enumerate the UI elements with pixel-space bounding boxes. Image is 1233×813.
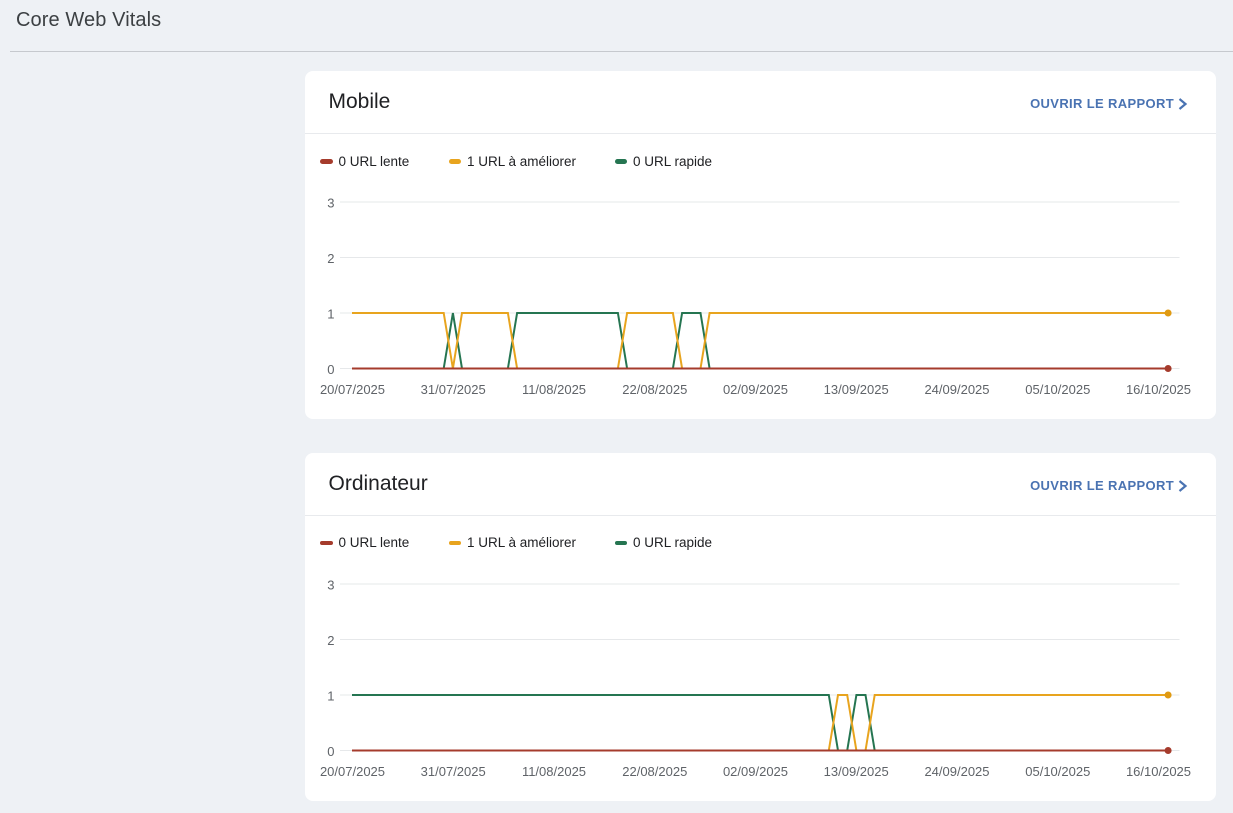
- svg-text:05/10/2025: 05/10/2025: [1025, 763, 1090, 778]
- svg-text:1: 1: [327, 307, 334, 322]
- svg-text:11/08/2025: 11/08/2025: [521, 763, 585, 778]
- svg-text:3: 3: [327, 577, 334, 592]
- svg-text:31/07/2025: 31/07/2025: [420, 763, 485, 778]
- svg-text:2: 2: [327, 251, 334, 266]
- svg-text:31/07/2025: 31/07/2025: [420, 382, 485, 397]
- svg-text:16/10/2025: 16/10/2025: [1125, 382, 1190, 397]
- svg-text:2: 2: [327, 633, 334, 648]
- svg-text:13/09/2025: 13/09/2025: [823, 382, 888, 397]
- svg-text:22/08/2025: 22/08/2025: [622, 382, 687, 397]
- svg-text:3: 3: [327, 196, 334, 211]
- svg-text:05/10/2025: 05/10/2025: [1025, 382, 1090, 397]
- svg-text:22/08/2025: 22/08/2025: [622, 763, 687, 778]
- svg-text:24/09/2025: 24/09/2025: [924, 382, 989, 397]
- svg-text:24/09/2025: 24/09/2025: [924, 763, 989, 778]
- svg-text:20/07/2025: 20/07/2025: [319, 382, 384, 397]
- svg-text:16/10/2025: 16/10/2025: [1125, 763, 1190, 778]
- svg-text:20/07/2025: 20/07/2025: [319, 763, 384, 778]
- svg-text:11/08/2025: 11/08/2025: [521, 382, 585, 397]
- svg-text:02/09/2025: 02/09/2025: [722, 382, 787, 397]
- svg-text:13/09/2025: 13/09/2025: [823, 763, 888, 778]
- svg-text:1: 1: [327, 688, 334, 703]
- svg-text:0: 0: [327, 744, 334, 759]
- svg-text:02/09/2025: 02/09/2025: [722, 763, 787, 778]
- svg-text:0: 0: [327, 362, 334, 377]
